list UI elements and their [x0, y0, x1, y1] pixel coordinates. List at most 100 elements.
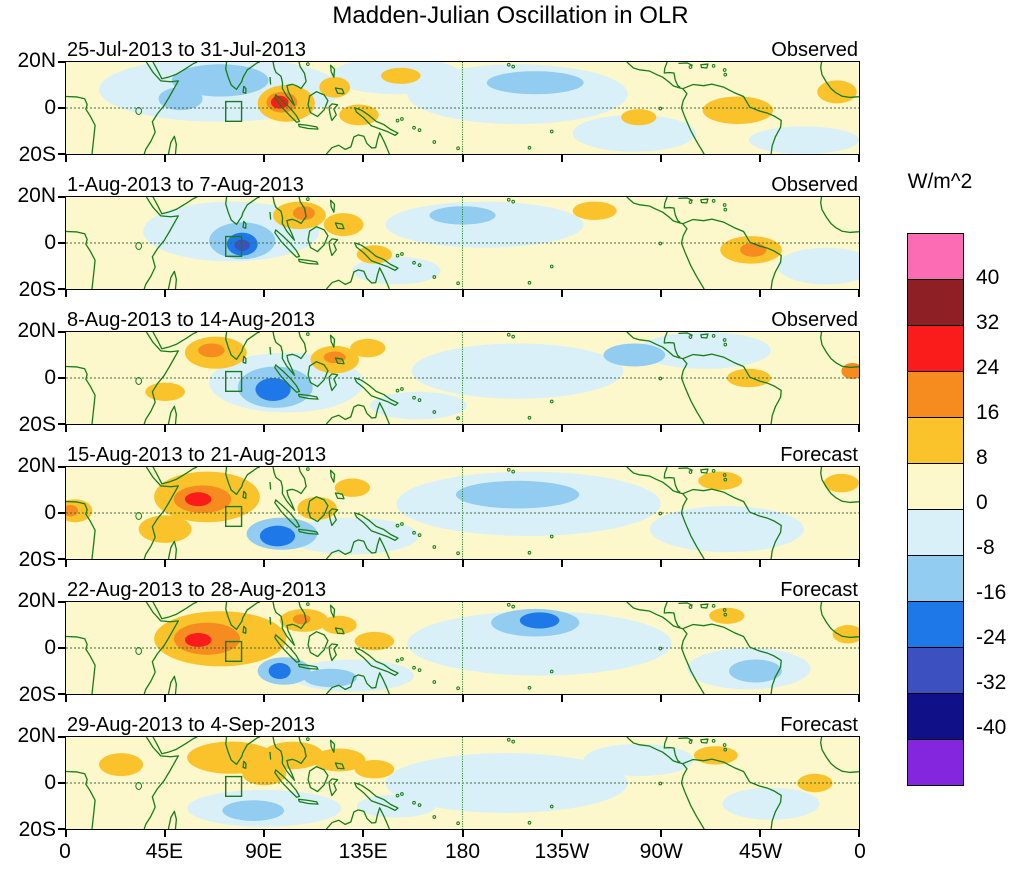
- coastline: [355, 108, 398, 136]
- island-dot: [413, 261, 416, 264]
- x-axis-tick-label: 90E: [245, 840, 283, 863]
- x-axis-tick: [164, 695, 167, 702]
- anomaly-blob-paleblue: [369, 391, 467, 420]
- y-axis-tick: [58, 423, 65, 425]
- coastline: [226, 62, 260, 89]
- y-axis-tick-label: 0: [44, 96, 56, 119]
- x-axis-tick: [362, 830, 365, 837]
- colorbar-cell: [908, 418, 963, 464]
- coastline: [821, 62, 859, 97]
- coastline: [681, 494, 704, 559]
- colorbar-cell: [908, 372, 963, 418]
- y-axis-tick: [58, 828, 65, 830]
- coastline: [168, 541, 176, 559]
- colorbar-tick-label: -32: [976, 671, 1007, 694]
- coastline: [308, 497, 328, 522]
- coastline: [329, 239, 338, 256]
- island-dot: [689, 336, 692, 339]
- coastline: [273, 332, 306, 375]
- island-dot: [659, 377, 662, 380]
- y-axis-tick-label: 20S: [18, 143, 56, 167]
- colorbar-cell: [908, 280, 963, 326]
- island-dot: [724, 343, 727, 346]
- colorbar-cell: [908, 694, 963, 740]
- island-dot: [512, 200, 515, 203]
- coastline: [683, 624, 781, 694]
- panel-type-label: Forecast: [780, 579, 858, 601]
- island-dot: [689, 201, 692, 204]
- coastline: [66, 97, 95, 155]
- coastline: [144, 467, 178, 559]
- x-axis-tick: [164, 560, 167, 567]
- panel-header: 29-Aug-2013 to 4-Sep-2013 Forecast: [65, 709, 860, 736]
- coastline: [275, 95, 300, 122]
- coastline: [153, 602, 197, 619]
- coastline: [270, 212, 271, 220]
- index-region-box: [226, 507, 242, 527]
- map-canvas: [66, 737, 859, 829]
- panel-header: 1-Aug-2013 to 7-Aug-2013 Observed: [65, 169, 860, 196]
- x-axis-tick: [65, 155, 67, 162]
- island-dot: [724, 208, 727, 211]
- anomaly-blob-gold: [817, 80, 857, 104]
- panel-header: 8-Aug-2013 to 14-Aug-2013 Observed: [65, 304, 860, 331]
- island-dot: [396, 794, 399, 797]
- island-dot: [401, 658, 404, 661]
- island-dot: [413, 531, 416, 534]
- coastline: [299, 664, 318, 669]
- anomaly-blob-blue: [519, 612, 560, 629]
- island-dot: [528, 146, 531, 149]
- x-axis-tick: [560, 155, 563, 162]
- colorbar: [907, 233, 964, 786]
- anomaly-blob-paleblue: [572, 114, 696, 152]
- island-dot: [724, 73, 727, 76]
- anomaly-blob-paleblue: [748, 126, 859, 154]
- colorbar-tick-label: -8: [976, 536, 995, 559]
- x-axis-tick: [758, 560, 761, 567]
- island-dot: [724, 748, 727, 751]
- anomaly-blob-gold: [138, 515, 192, 543]
- x-axis-tick: [858, 290, 860, 297]
- x-axis-tick: [263, 695, 266, 702]
- coastline: [627, 602, 683, 629]
- panel-type-label: Forecast: [780, 444, 858, 466]
- y-axis-tick-label: 0: [44, 636, 56, 659]
- coastline: [270, 752, 271, 760]
- coastline: [153, 197, 197, 214]
- coastline: [701, 199, 708, 203]
- x-axis-tick: [659, 155, 662, 162]
- coastline: [701, 604, 708, 608]
- anomaly-blob-paleblue: [407, 611, 672, 676]
- island-dot: [433, 681, 436, 684]
- island-dot: [550, 670, 553, 673]
- anomaly-blob-gold: [339, 104, 379, 126]
- coastline: [299, 259, 318, 264]
- colorbar-tick-label: 16: [976, 401, 1000, 424]
- y-axis-tick: [58, 512, 65, 514]
- island-dot: [401, 388, 404, 391]
- island-dot: [507, 198, 510, 201]
- x-axis-tick: [461, 290, 464, 297]
- coastline: [226, 737, 260, 764]
- anomaly-blob-gold: [832, 625, 859, 644]
- anomaly-blob-lightblue: [486, 71, 584, 95]
- y-axis-tick-label: 20N: [17, 48, 56, 72]
- lake-outline: [136, 648, 142, 655]
- coastline: [273, 197, 306, 240]
- anomaly-blob-gold: [698, 471, 743, 490]
- anomaly-blob-gold: [726, 368, 771, 388]
- anomaly-blob-gold: [572, 201, 617, 220]
- colorbar-unit-label: W/m^2: [907, 170, 973, 193]
- y-axis-tick: [58, 107, 65, 109]
- coastline: [683, 489, 781, 559]
- x-axis-tick: [461, 830, 464, 837]
- coastline: [308, 227, 328, 252]
- coastline: [299, 529, 318, 534]
- x-axis-tick-label: 45W: [739, 840, 783, 863]
- island-dot: [307, 603, 310, 606]
- island-dot: [413, 126, 416, 129]
- x-axis-tick-label: 180: [444, 840, 481, 863]
- x-axis-tick: [263, 155, 266, 162]
- coastline: [331, 470, 335, 482]
- coastline: [355, 243, 398, 271]
